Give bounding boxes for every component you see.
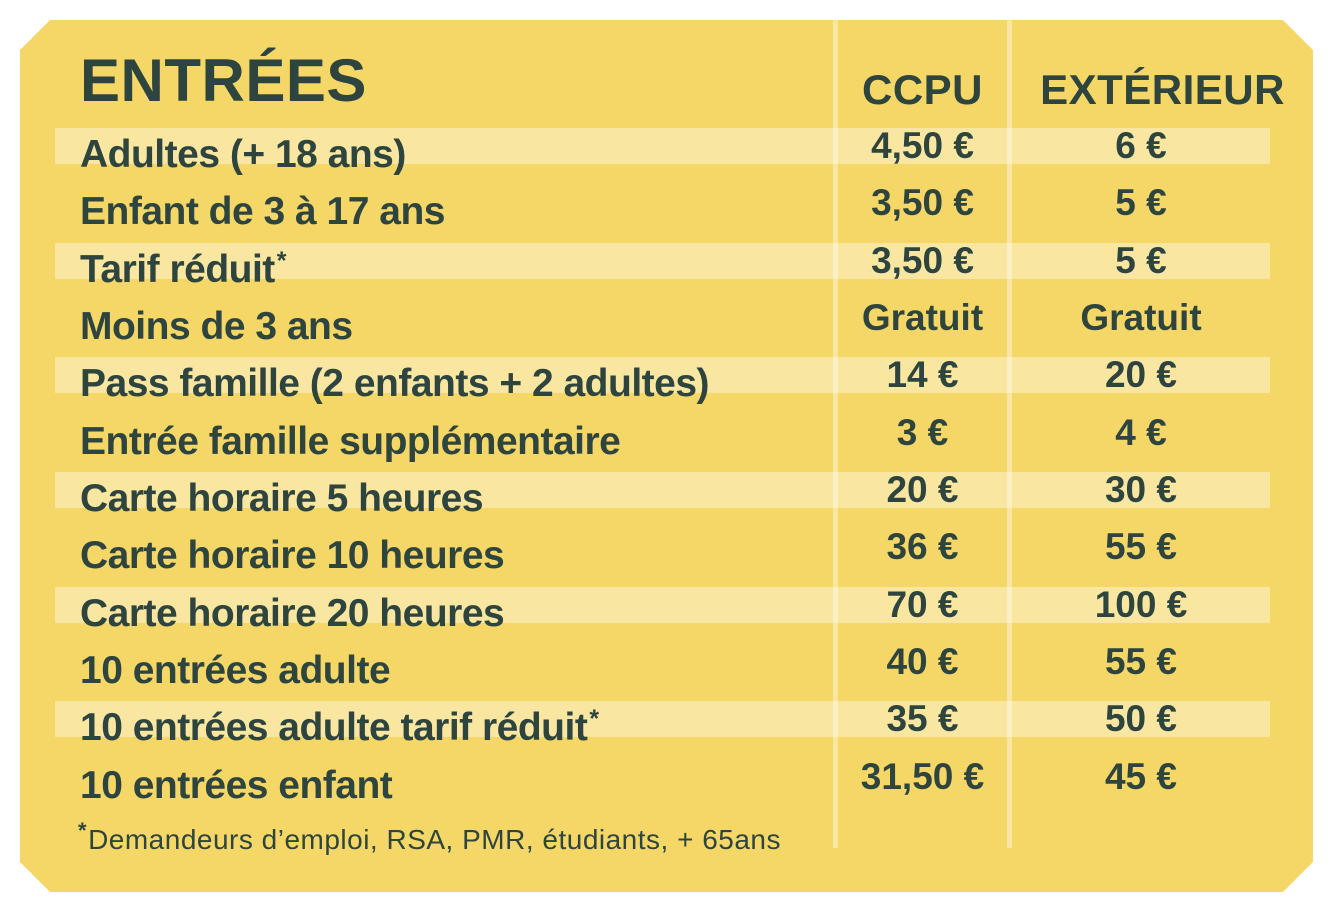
row-label: Pass famille (2 enfants + 2 adultes): [80, 361, 711, 406]
table-row: Moins de 3 ans Gratuit Gratuit: [20, 300, 1313, 357]
exterieur-price: 100 €: [1094, 583, 1188, 625]
table-row: 10 entrées adulte 40 € 55 €: [20, 644, 1313, 701]
asterisk-mark: [504, 533, 506, 561]
table-row: Entrée famille supplémentaire 3 € 4 €: [20, 415, 1313, 472]
column-separator-1: [833, 20, 838, 848]
row-label: Enfant de 3 à 17 ans: [80, 189, 447, 234]
exterieur-price: 45 €: [1104, 755, 1177, 797]
asterisk-mark: [406, 132, 408, 160]
row-label: Adultes (+ 18 ans): [80, 132, 408, 176]
ccpu-price: 14 €: [886, 354, 959, 396]
footnote-text: Demandeurs d’emploi, RSA, PMR, étudiants…: [88, 824, 782, 855]
row-label: 10 entrées adulte tarif réduit*: [80, 705, 600, 750]
row-label: Entrée famille supplémentaire: [80, 419, 622, 463]
asterisk-mark: [390, 648, 392, 676]
row-label: 10 entrées enfant: [80, 763, 394, 807]
exterieur-price: 6 €: [1115, 125, 1167, 166]
table-row: Carte horaire 5 heures 20 € 30 €: [20, 472, 1313, 529]
table-row: 10 entrées enfant 31,50 € 45 €: [20, 759, 1313, 816]
asterisk-mark: [620, 419, 622, 447]
ccpu-price: 40 €: [886, 640, 959, 682]
exterieur-price: 5 €: [1115, 239, 1167, 281]
table-title: ENTRÉES: [80, 47, 367, 114]
row-label: Tarif réduit*: [80, 246, 287, 291]
ccpu-price: 3,50 €: [871, 239, 974, 281]
row-label: 10 entrées adulte: [80, 648, 392, 692]
table-row: Carte horaire 20 heures 70 € 100 €: [20, 587, 1313, 644]
table-row: Adultes (+ 18 ans) 4,50 € 6 €: [20, 128, 1313, 185]
ccpu-price: 70 €: [886, 583, 959, 625]
ccpu-price: 4,50 €: [871, 125, 974, 166]
exterieur-price: 55 €: [1104, 526, 1177, 568]
table-row: Tarif réduit* 3,50 € 5 €: [20, 243, 1313, 300]
exterieur-price: Gratuit: [1080, 296, 1202, 338]
asterisk-mark: [445, 189, 447, 217]
exterieur-price: 30 €: [1104, 468, 1177, 510]
footnote: *Demandeurs d’emploi, RSA, PMR, étudiant…: [78, 814, 781, 857]
column-header-ccpu: CCPU: [861, 66, 983, 113]
table-row: Enfant de 3 à 17 ans 3,50 € 5 €: [20, 185, 1313, 242]
table-row: 10 entrées adulte tarif réduit* 35 € 50 …: [20, 701, 1313, 758]
ccpu-price: 3,50 €: [871, 182, 974, 224]
asterisk-mark: [504, 591, 506, 619]
row-label: Moins de 3 ans: [80, 304, 355, 348]
exterieur-price: 20 €: [1104, 354, 1177, 396]
footnote-asterisk: *: [78, 818, 88, 843]
row-label: Carte horaire 5 heures: [80, 476, 485, 520]
asterisk-mark: *: [276, 246, 287, 275]
ccpu-price: 31,50 €: [860, 755, 985, 797]
column-header-exterieur: EXTÉRIEUR: [1040, 66, 1285, 113]
column-separator-2: [1007, 20, 1012, 848]
price-table: Adultes (+ 18 ans) 4,50 € 6 € Enfant de …: [20, 128, 1313, 816]
exterieur-price: 5 €: [1115, 182, 1167, 224]
ccpu-price: 20 €: [886, 468, 959, 510]
exterieur-price: 55 €: [1104, 640, 1177, 682]
pricing-card: ENTRÉES CCPU EXTÉRIEUR Adultes (+ 18 ans…: [20, 20, 1313, 892]
ccpu-price: 3 €: [896, 411, 949, 453]
asterisk-mark: [709, 361, 711, 389]
table-row: Pass famille (2 enfants + 2 adultes) 14 …: [20, 357, 1313, 414]
ccpu-price: Gratuit: [861, 296, 984, 338]
ccpu-price: 35 €: [886, 698, 959, 740]
ccpu-price: 36 €: [886, 526, 959, 568]
asterisk-mark: [392, 763, 394, 791]
table-row: Carte horaire 10 heures 36 € 55 €: [20, 529, 1313, 586]
exterieur-price: 50 €: [1104, 698, 1177, 740]
exterieur-price: 4 €: [1115, 411, 1167, 453]
asterisk-mark: [483, 476, 485, 504]
row-label: Carte horaire 10 heures: [80, 533, 506, 578]
asterisk-mark: [353, 304, 355, 332]
row-label: Carte horaire 20 heures: [80, 591, 506, 635]
asterisk-mark: *: [589, 705, 600, 734]
